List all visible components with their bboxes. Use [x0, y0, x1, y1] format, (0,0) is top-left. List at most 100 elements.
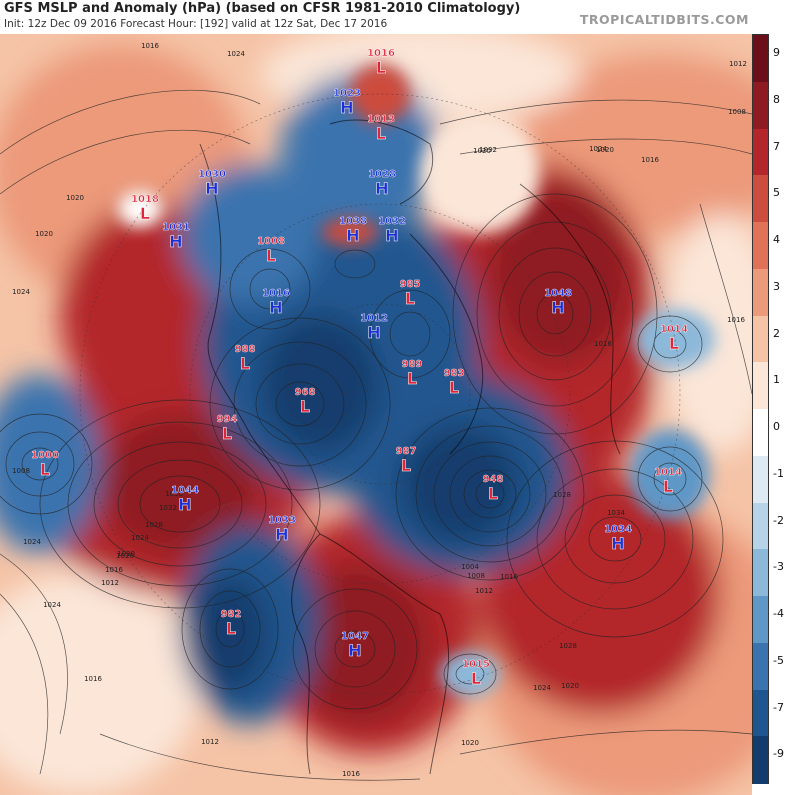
- colorbar-tick-label: 7: [773, 139, 780, 153]
- isobar-value-label: 1012: [729, 60, 747, 68]
- pressure-value: 1012: [360, 313, 388, 324]
- pressure-center-letter: H: [348, 641, 361, 660]
- pressure-center-letter: L: [449, 378, 459, 397]
- pressure-center-letter: H: [178, 495, 191, 514]
- isobar-value-label: 1020: [66, 194, 84, 202]
- pressure-center-letter: L: [405, 289, 415, 308]
- colorbar-tick-label: 4: [773, 233, 780, 246]
- isobar-value-label: 1028: [553, 491, 571, 499]
- pressure-value: 982: [221, 609, 242, 620]
- pressure-center-letter: H: [385, 226, 398, 245]
- colorbar-tick-label: -2: [773, 513, 784, 527]
- pressure-center-letter: L: [266, 246, 276, 265]
- pressure-value: 1031: [162, 222, 190, 233]
- pressure-value: 1013: [367, 114, 395, 125]
- colorbar-segment: [753, 222, 768, 270]
- map-subtitle: Init: 12z Dec 09 2016 Forecast Hour: [19…: [4, 18, 388, 30]
- colorbar-tick-label: -4: [773, 607, 784, 620]
- latitude-lines: [79, 93, 681, 695]
- isobar-value-label: 1024: [23, 538, 41, 546]
- pressure-center-letter: H: [551, 298, 564, 317]
- colorbar-segment: [753, 315, 768, 363]
- pressure-center-letter: L: [376, 58, 386, 77]
- isobar-value-label: 1020: [117, 550, 135, 558]
- pressure-center-letter: H: [611, 534, 624, 553]
- colorbar-tick-label: 5: [773, 186, 780, 200]
- isobar-lines: [0, 89, 752, 781]
- colorbar-segment: [753, 596, 768, 644]
- colorbar-tick-label: -9: [773, 747, 784, 761]
- pressure-center-letter: H: [367, 323, 380, 342]
- anomaly-field-small: [118, 64, 715, 696]
- pressure-value: 1014: [654, 467, 682, 478]
- pressure-value: 987: [396, 446, 417, 457]
- pressure-value: 1016: [262, 288, 290, 299]
- isobar-value-label: 1012: [101, 579, 119, 587]
- colorbar-tick-label: -1: [773, 466, 784, 480]
- brand-logo-text[interactable]: TROPICALTIDBITS.COM: [579, 12, 749, 27]
- pressure-center-letter: H: [169, 232, 182, 251]
- pressure-center-letter: L: [488, 484, 498, 503]
- pressure-value: 948: [483, 474, 504, 485]
- pressure-value: 994: [217, 414, 238, 425]
- colorbar-tick-label: -7: [773, 700, 784, 714]
- pressure-value: 989: [402, 359, 423, 370]
- pressure-center-letter: H: [375, 179, 388, 198]
- isobar-value-label: 1028: [145, 521, 163, 529]
- isobar-value-label: 1016: [727, 316, 745, 324]
- colorbar-tick-label: 9: [773, 46, 780, 59]
- map-title: GFS MSLP and Anomaly (hPa) (based on CFS…: [4, 1, 521, 16]
- colorbar-segment: [753, 362, 768, 410]
- pressure-value: 1028: [368, 169, 396, 180]
- isobar-value-label: 1016: [500, 573, 518, 581]
- pressure-center-letter: L: [669, 334, 679, 353]
- colorbar-segment: [753, 689, 768, 737]
- isobar-value-label: 1020: [596, 146, 614, 154]
- isobar-value-label: 1032: [479, 146, 497, 154]
- pressure-center-letter: L: [226, 619, 236, 638]
- colorbar-segment: [753, 736, 768, 784]
- pressure-value: 985: [400, 279, 421, 290]
- pressure-value: 1038: [339, 216, 367, 227]
- pressure-center-letter: L: [240, 354, 250, 373]
- isobar-value-label: 1032: [159, 504, 177, 512]
- colorbar-segment: [753, 81, 768, 129]
- map-canvas: 1016102410201016101210081016102010241020…: [0, 34, 752, 795]
- isobar-value-label: 1004: [461, 563, 479, 571]
- pressure-value: 1030: [198, 169, 226, 180]
- colorbar-tick-label: 0: [773, 420, 780, 433]
- isobar-value-label: 1034: [607, 509, 625, 517]
- pressure-value: 1047: [341, 631, 369, 642]
- pressure-value: 1033: [268, 515, 296, 526]
- colorbar-segment: [753, 175, 768, 223]
- colorbar-tick-label: 2: [773, 326, 780, 340]
- isobar-value-label: 1024: [589, 145, 607, 153]
- coastlines: [199, 119, 621, 775]
- pressure-value: 1015: [462, 659, 490, 670]
- pressure-center-letter: L: [222, 424, 232, 443]
- pressure-center-letter: L: [140, 204, 150, 223]
- pressure-value: 1032: [378, 216, 406, 227]
- pressure-value: 1000: [31, 450, 59, 461]
- pressure-center-letter: H: [346, 226, 359, 245]
